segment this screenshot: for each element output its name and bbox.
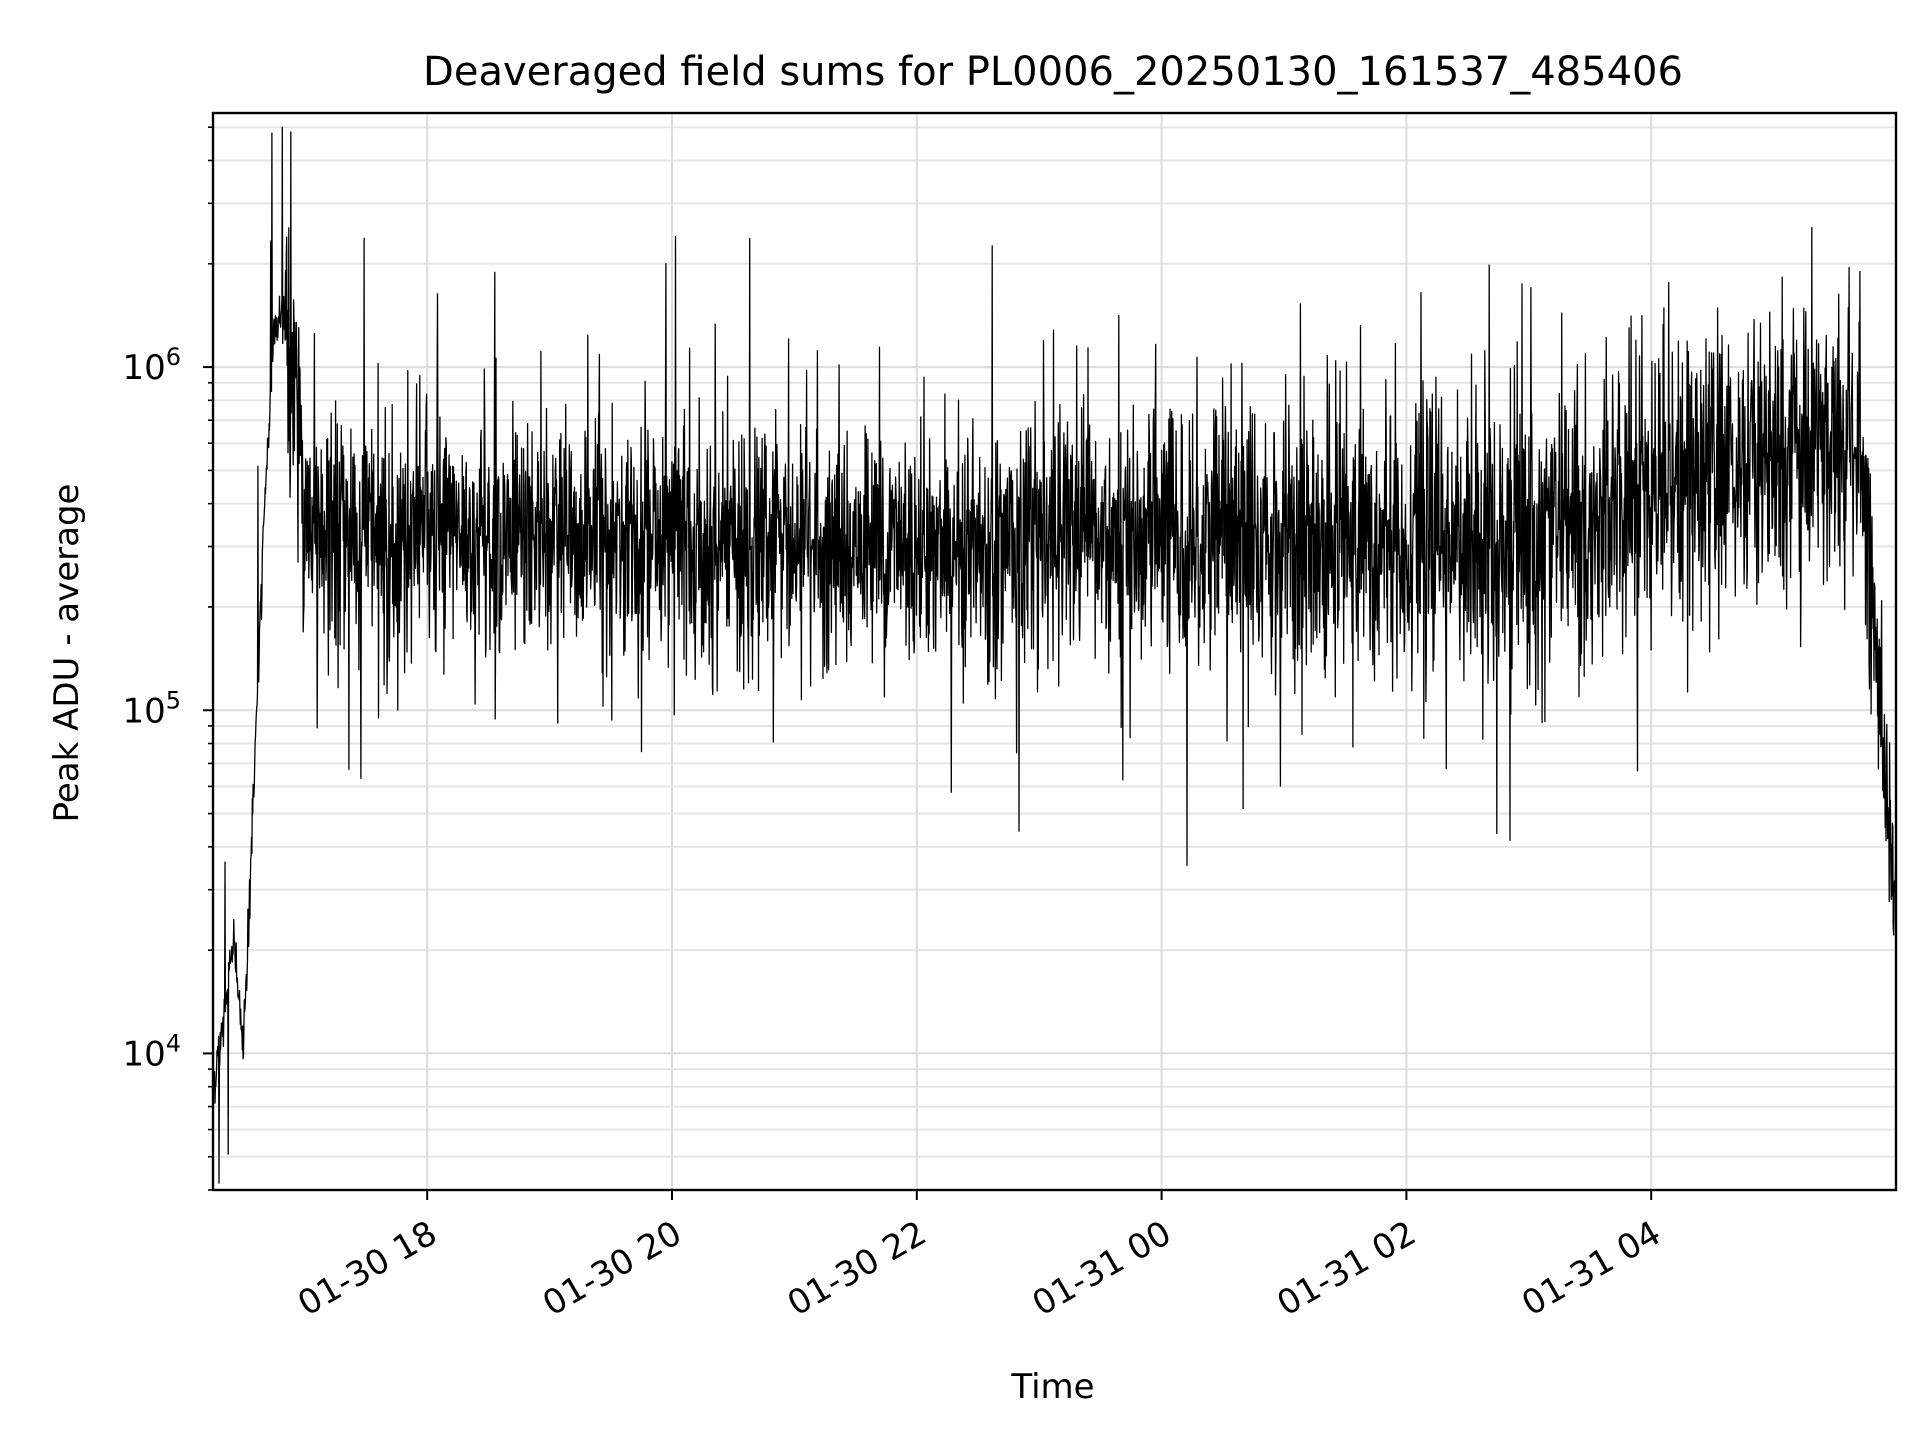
- series-line: [212, 126, 1897, 1184]
- y-ticks: 104 105 106: [122, 126, 213, 1191]
- y-tick-label: 104: [122, 1029, 181, 1074]
- grid-layer: [213, 113, 1896, 1191]
- plot-frame: [211, 111, 1898, 1192]
- y-tick-label: 106: [122, 343, 181, 388]
- y-tick-label: 105: [122, 686, 181, 731]
- y-axis-label: Peak ADU - average: [47, 484, 87, 823]
- chart-title: Deaveraged field sums for PL0006_2025013…: [423, 49, 1683, 95]
- line-layer: [212, 126, 1897, 1184]
- x-axis-label: Time: [1010, 1367, 1094, 1407]
